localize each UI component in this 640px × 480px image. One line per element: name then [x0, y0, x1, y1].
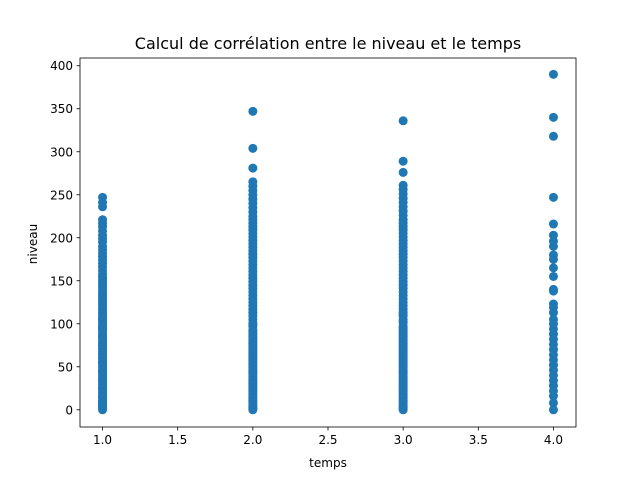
data-point: [548, 308, 558, 318]
y-tick-label: 300: [50, 145, 73, 159]
data-point: [548, 286, 558, 296]
y-tick-label: 150: [50, 274, 73, 288]
data-point: [398, 156, 408, 166]
data-point: [98, 392, 108, 402]
x-tick-label: 2.5: [318, 433, 337, 447]
data-point: [98, 383, 108, 393]
data-point: [98, 332, 108, 342]
x-tick-label: 3.5: [469, 433, 488, 447]
y-tick-label: 200: [50, 231, 73, 245]
data-point: [248, 143, 258, 153]
data-point: [548, 263, 558, 273]
data-point: [548, 254, 558, 264]
axes: 1.0 1.5 2.0 2.5 3.0 3.5 4.0 0 50 100 150 200 250 300 3…: [50, 57, 577, 447]
data-points: [98, 69, 558, 415]
y-tick-label: 0: [65, 403, 73, 417]
data-point: [398, 309, 408, 319]
data-point: [548, 241, 558, 251]
data-point: [248, 106, 258, 116]
data-point: [548, 131, 558, 141]
data-point: [98, 375, 108, 385]
data-point: [548, 219, 558, 229]
data-point: [398, 116, 408, 126]
data-point: [548, 271, 558, 281]
data-point: [548, 69, 558, 79]
y-axis-label: niveau: [26, 224, 40, 264]
data-point: [548, 192, 558, 202]
chart-title: Calcul de corrélation entre le niveau et…: [135, 34, 521, 53]
x-tick-label: 1.5: [168, 433, 187, 447]
data-point: [548, 112, 558, 122]
data-point: [98, 349, 108, 359]
data-point: [98, 314, 108, 324]
x-axis-label: temps: [309, 456, 347, 470]
x-tick-label: 1.0: [93, 433, 112, 447]
data-point: [98, 340, 108, 350]
plot-frame: [79, 57, 577, 428]
y-tick-label: 100: [50, 317, 73, 331]
data-point: [398, 167, 408, 177]
data-point: [98, 357, 108, 367]
data-point: [548, 398, 558, 408]
data-point: [98, 366, 108, 376]
data-point: [398, 316, 408, 326]
y-tick-label: 50: [58, 360, 73, 374]
data-point: [98, 323, 108, 333]
x-tick-label: 3.0: [394, 433, 413, 447]
data-point: [248, 320, 258, 330]
y-tick-label: 350: [50, 102, 73, 116]
x-tick-label: 4.0: [544, 433, 563, 447]
data-point: [548, 391, 558, 401]
y-tick-label: 250: [50, 188, 73, 202]
data-point: [98, 202, 108, 212]
data-point: [548, 405, 558, 415]
y-tick-label: 400: [50, 59, 73, 73]
data-point: [248, 163, 258, 173]
x-tick-label: 2.0: [243, 433, 262, 447]
data-point: [248, 327, 258, 337]
data-point: [398, 323, 408, 333]
